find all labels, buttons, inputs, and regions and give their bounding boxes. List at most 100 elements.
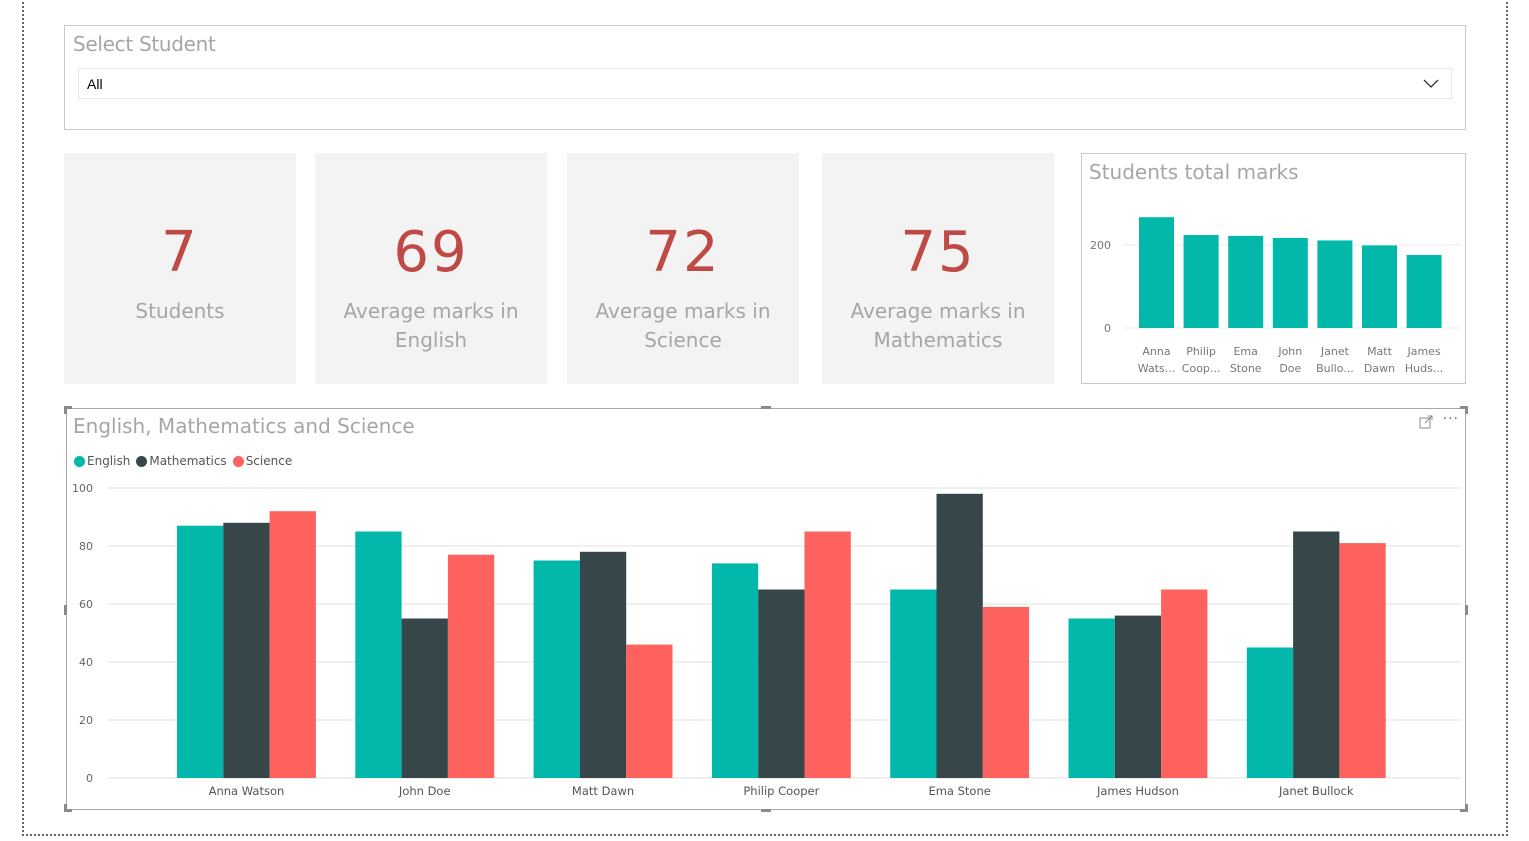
bar[interactable]: [1228, 235, 1264, 328]
resize-handle-top-left[interactable]: [64, 406, 72, 409]
bar-english[interactable]: [890, 589, 937, 779]
chevron-down-icon: [1423, 79, 1439, 88]
x-tick-label: Stone: [1230, 362, 1262, 375]
bar-mathematics[interactable]: [758, 589, 805, 779]
x-tick-label: Dawn: [1364, 362, 1395, 375]
x-tick-label: Matt Dawn: [572, 784, 634, 798]
x-tick-label: Philip: [1186, 345, 1216, 358]
y-tick-label: 60: [79, 598, 93, 611]
students-total-marks-chart: Students total marks 0 200 Anna Wats... Phil…: [1081, 153, 1466, 384]
x-tick-label: Bullo...: [1316, 362, 1354, 375]
small-chart-plot: 0 200 Anna Wats... Philip Coop... Ema Stone John…: [1090, 217, 1460, 375]
x-tick-label: James Hudson: [1096, 784, 1179, 798]
bar-english[interactable]: [711, 563, 759, 778]
subjects-chart[interactable]: English, Mathematics and Science English…: [64, 406, 1468, 812]
bar[interactable]: [1362, 245, 1397, 328]
y-tick-label: 0: [86, 772, 93, 785]
resize-handle-right[interactable]: [1465, 605, 1468, 615]
bar-english[interactable]: [533, 560, 580, 779]
resize-handle-left[interactable]: [64, 605, 67, 615]
legend-label: English: [87, 454, 131, 468]
card-value: 69: [393, 220, 469, 285]
bar-mathematics[interactable]: [1114, 615, 1162, 778]
legend-label: Science: [245, 454, 293, 468]
bar[interactable]: [1406, 254, 1442, 328]
slicer-title: Select Student: [73, 32, 216, 56]
x-tick-label: John: [1277, 345, 1302, 358]
bar-english[interactable]: [1246, 647, 1294, 779]
legend-label: Mathematics: [149, 454, 227, 468]
chart-title: English, Mathematics and Science: [73, 414, 415, 438]
more-options-icon[interactable]: ···: [1442, 411, 1459, 427]
legend-item-english[interactable]: English: [74, 454, 130, 468]
legend-item-mathematics[interactable]: Mathematics: [136, 454, 227, 468]
student-dropdown[interactable]: All: [78, 68, 1452, 99]
resize-handle-top-right[interactable]: [1465, 406, 1468, 414]
bar-science[interactable]: [804, 531, 851, 779]
y-tick-label: 0: [1104, 322, 1111, 335]
bar[interactable]: [1139, 217, 1174, 328]
legend-dot-icon: [136, 455, 148, 467]
y-tick-label: 40: [79, 656, 93, 669]
bar[interactable]: [1183, 235, 1219, 328]
x-tick-label: John Doe: [398, 784, 451, 798]
card-avg-mathematics: 75 Average marks in Mathematics: [822, 153, 1054, 384]
resize-handle-bottom-right[interactable]: [1460, 809, 1468, 812]
bar-mathematics[interactable]: [1293, 531, 1340, 779]
student-slicer: Select Student All: [64, 25, 1466, 130]
resize-handle-bottom-left[interactable]: [64, 809, 72, 812]
x-tick-label: Janet Bullock: [1278, 784, 1354, 798]
x-tick-label: Huds...: [1405, 362, 1443, 375]
bar-english[interactable]: [1068, 618, 1115, 779]
bar-science[interactable]: [1339, 543, 1386, 778]
x-tick-label: Anna Watson: [209, 784, 285, 798]
bar[interactable]: [1317, 240, 1353, 328]
x-tick-label: Doe: [1279, 362, 1301, 375]
x-tick-label: James: [1406, 345, 1440, 358]
bar-science[interactable]: [626, 644, 673, 778]
card-value: 75: [900, 220, 976, 285]
x-tick-label: Wats...: [1138, 362, 1175, 375]
card-value: 72: [645, 220, 721, 285]
bar-science[interactable]: [1161, 589, 1208, 779]
legend-item-science[interactable]: Science: [232, 454, 293, 468]
card-label: Average marks in Mathematics: [850, 299, 1026, 352]
y-tick-label: 20: [79, 714, 93, 727]
dropdown-selected-value: All: [87, 76, 103, 92]
resize-handle-bottom-right[interactable]: [1465, 804, 1468, 812]
resize-handle-bottom-left[interactable]: [64, 804, 67, 812]
card-students: 7 Students: [64, 153, 296, 384]
chart-legend: English Mathematics Science: [74, 454, 298, 468]
card-label: Students: [135, 299, 225, 323]
card-label: Average marks in English: [343, 299, 519, 352]
card-avg-science: 72 Average marks in Science: [567, 153, 799, 384]
bar-mathematics[interactable]: [936, 493, 983, 778]
card-value: 7: [161, 220, 199, 285]
x-tick-label: Matt: [1367, 345, 1393, 358]
x-tick-label: Coop...: [1182, 362, 1221, 375]
y-tick-label: 200: [1090, 239, 1111, 252]
bar-mathematics[interactable]: [401, 618, 448, 779]
bar-science[interactable]: [269, 511, 316, 778]
x-tick-label: Philip Cooper: [743, 784, 819, 798]
resize-handle-top[interactable]: [761, 406, 771, 409]
report-canvas: [22, 0, 1508, 836]
resize-handle-top-left[interactable]: [64, 406, 67, 414]
bar-science[interactable]: [447, 554, 495, 778]
x-tick-label: Anna: [1142, 345, 1170, 358]
bar-mathematics[interactable]: [579, 551, 627, 778]
x-tick-label: Janet: [1320, 345, 1350, 358]
bar[interactable]: [1272, 237, 1308, 328]
focus-mode-icon[interactable]: [1419, 415, 1433, 429]
x-tick-label: Ema Stone: [928, 784, 990, 798]
resize-handle-top-right[interactable]: [1460, 406, 1468, 409]
legend-dot-icon: [232, 455, 244, 467]
main-chart-plot: 0 20 40 60 80 100 Anna Watson John Doe Matt Dawn…: [72, 482, 1461, 798]
bar-science[interactable]: [982, 606, 1030, 778]
bar-mathematics[interactable]: [223, 522, 270, 778]
bar-english[interactable]: [355, 531, 402, 779]
card-avg-english: 69 Average marks in English: [315, 153, 547, 384]
y-tick-label: 80: [79, 540, 93, 553]
bar-english[interactable]: [177, 525, 224, 778]
resize-handle-bottom[interactable]: [761, 809, 771, 812]
